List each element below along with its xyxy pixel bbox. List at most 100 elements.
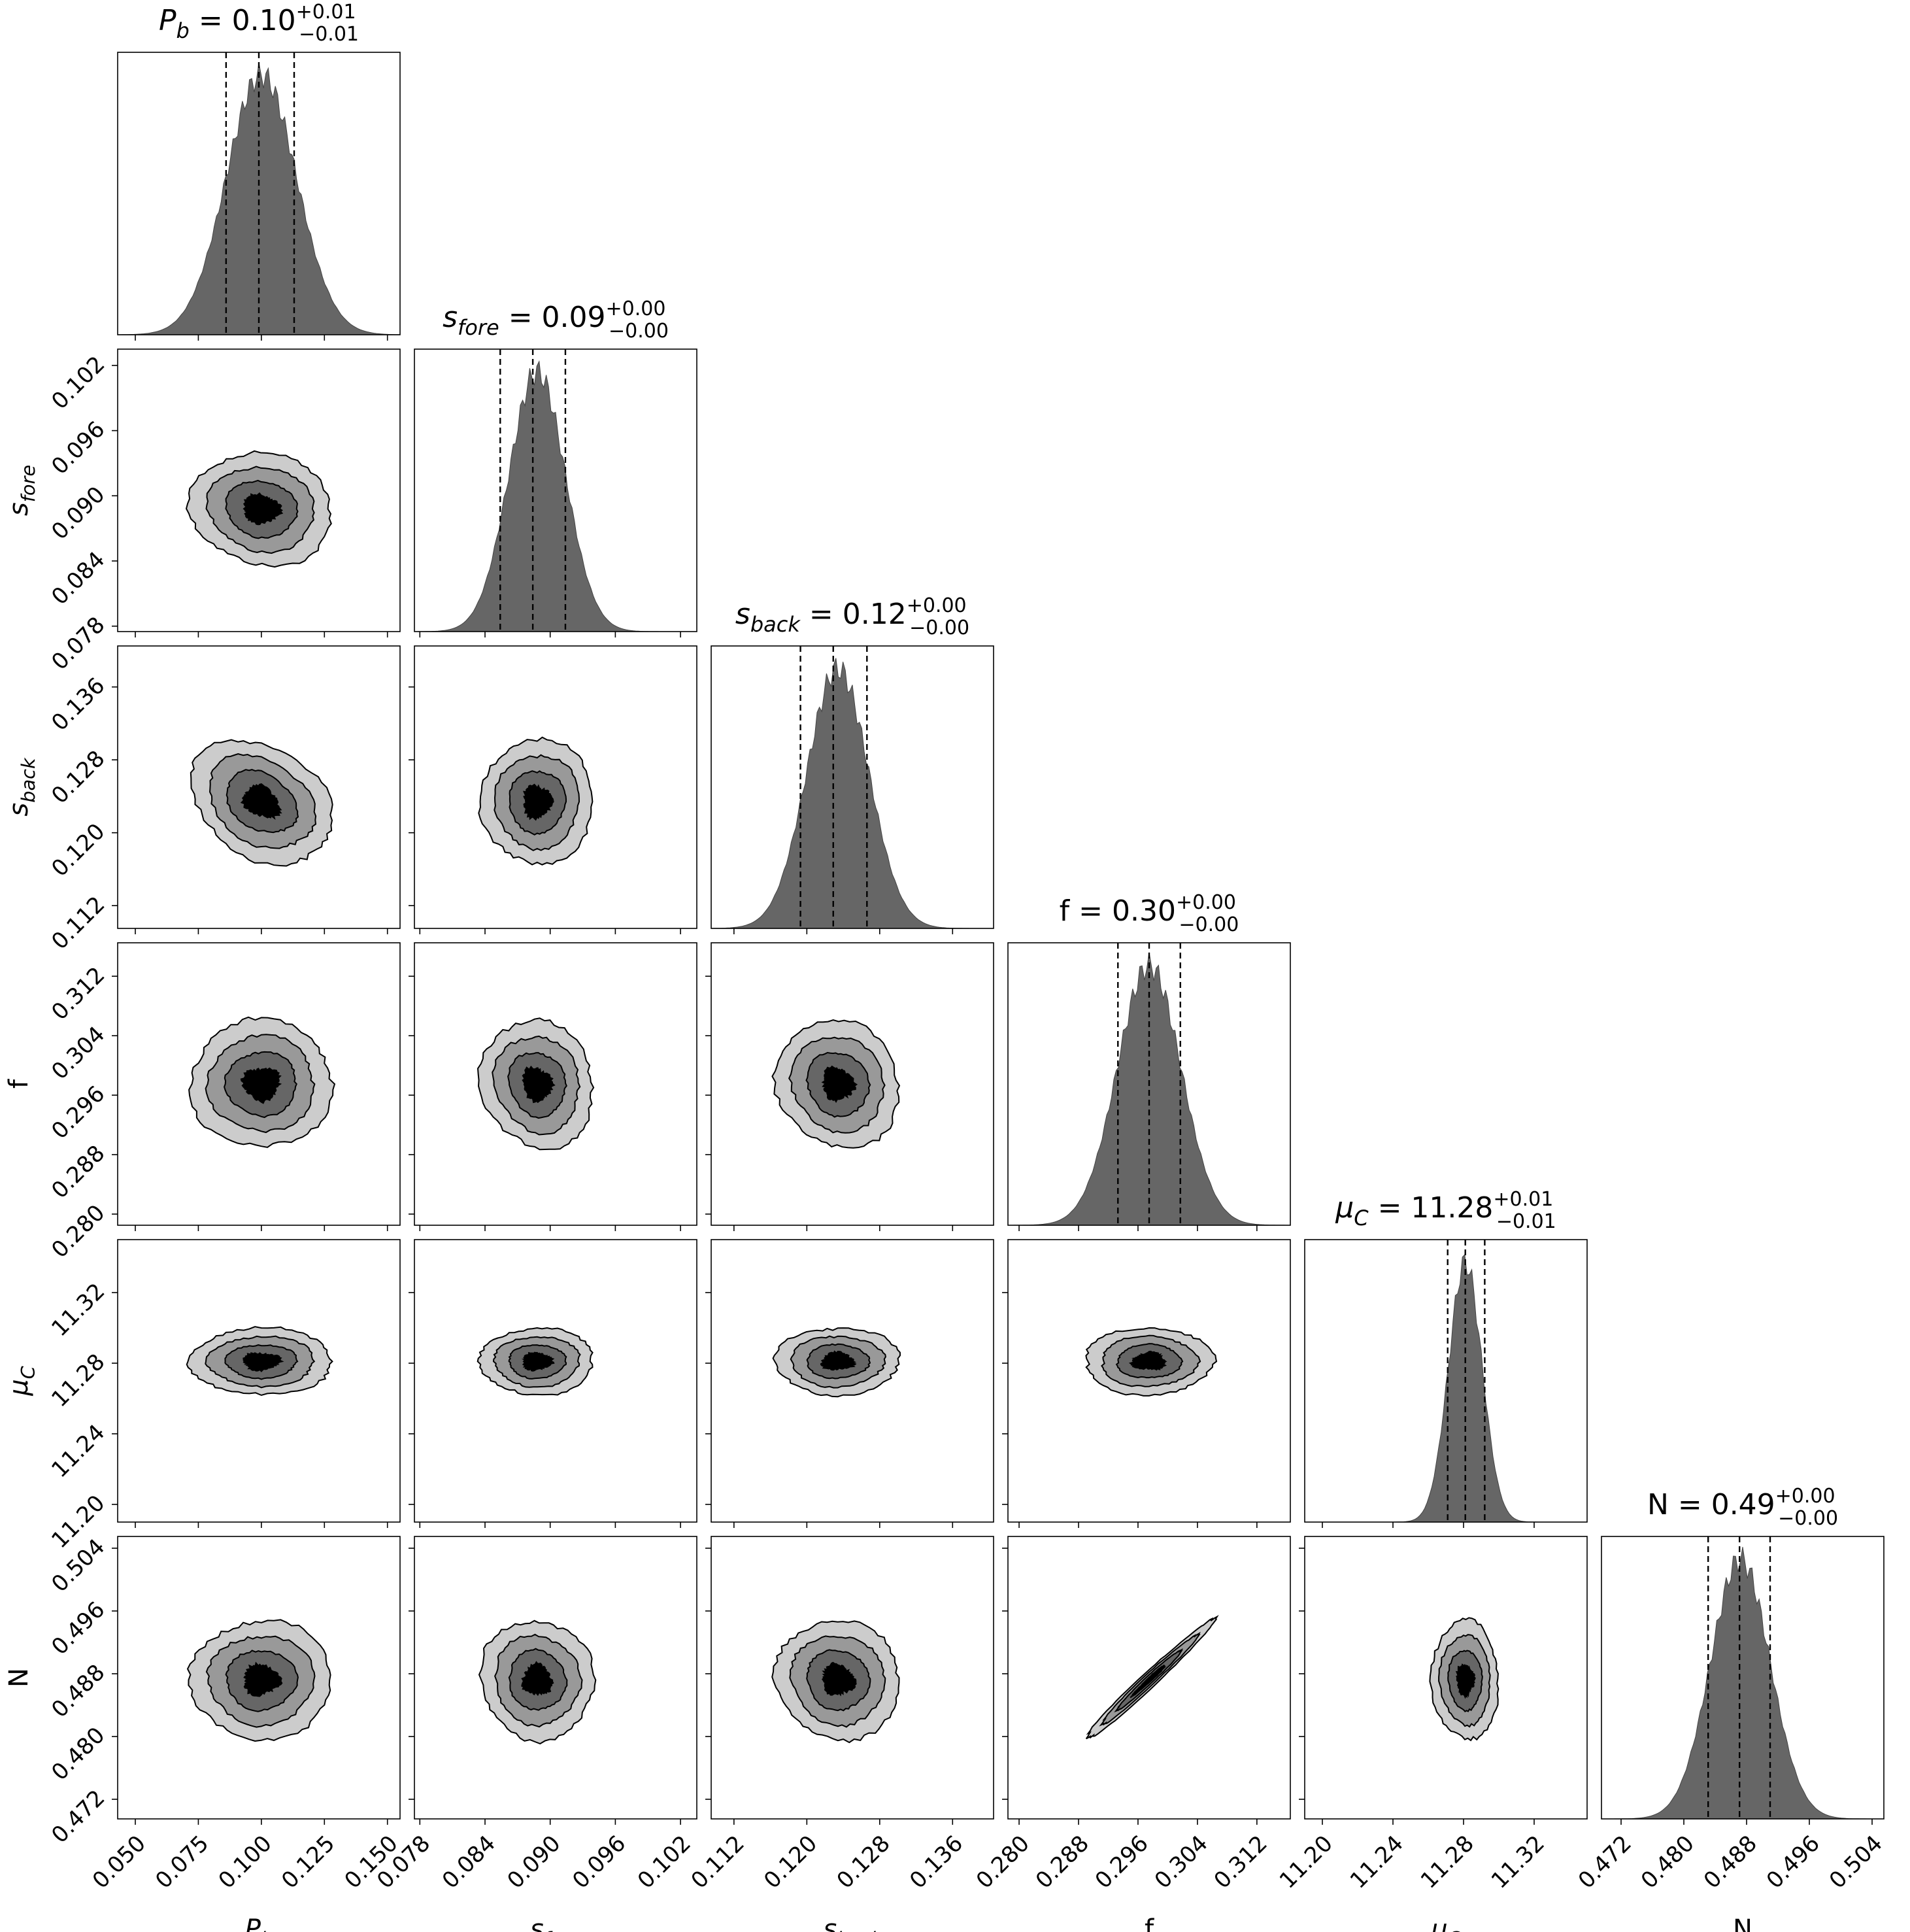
hist-panel-muC: μC = 11.28+0.01 −0.01 <box>1304 1188 1588 1528</box>
y-tick-label: 0.096 <box>46 416 110 480</box>
x-axis-label-Pb: Pb <box>245 1914 273 1932</box>
histogram-Pb <box>117 62 401 335</box>
contour-panel-muC-vs-sback <box>705 1239 994 1528</box>
contour-level-1 <box>522 1065 556 1104</box>
panel-title-Pb: Pb = 0.10+0.01 −0.01 <box>159 1 359 46</box>
x-axis-label-f: f <box>1145 1914 1154 1932</box>
x-tick-label: 0.112 <box>686 1831 750 1894</box>
panel-frame <box>117 645 401 929</box>
y-tick-label: 0.304 <box>46 1021 110 1085</box>
y-axis-label-N: N <box>4 1668 34 1687</box>
contour-panel-f-vs-sfore <box>409 942 697 1231</box>
x-tick-label: 0.090 <box>502 1831 565 1894</box>
y-tick-label: 0.102 <box>46 351 110 415</box>
x-tick-label: 0.050 <box>88 1831 151 1894</box>
panel-title-muC: μC = 11.28+0.01 −0.01 <box>1335 1188 1556 1233</box>
x-tick-label: 0.280 <box>971 1831 1035 1894</box>
histogram-sback <box>711 658 994 929</box>
panel-frame <box>117 348 401 632</box>
panel-frame <box>711 1536 994 1820</box>
y-tick-label: 0.280 <box>46 1200 110 1263</box>
x-tick-label: 0.480 <box>1636 1831 1700 1894</box>
x-tick-label: 0.120 <box>759 1831 822 1894</box>
histogram-N <box>1601 1547 1884 1820</box>
y-tick-label: 0.090 <box>46 481 110 545</box>
contour-panel-muC-vs-sfore <box>409 1239 697 1528</box>
panel-frame <box>414 348 697 632</box>
x-tick-label: 0.125 <box>276 1831 340 1894</box>
contour-level-1 <box>521 1351 555 1372</box>
y-tick-label: 0.112 <box>46 891 110 955</box>
contour-level-1 <box>1130 1664 1167 1699</box>
x-tick-label: 0.504 <box>1824 1831 1888 1894</box>
histogram-sfore <box>414 360 697 632</box>
panel-title-sfore: sfore = 0.09+0.00 −0.00 <box>443 297 669 343</box>
x-tick-label: 0.102 <box>633 1831 696 1894</box>
y-tick-label: 0.078 <box>46 612 110 675</box>
panel-frame <box>711 645 994 929</box>
panel-frame <box>117 1239 401 1523</box>
y-tick-label: 0.312 <box>46 962 110 1025</box>
contour-level-1 <box>821 1065 858 1103</box>
panel-frame <box>1304 1536 1588 1820</box>
contour-panel-muC-vs-f <box>1002 1239 1291 1528</box>
x-tick-label: 0.496 <box>1762 1831 1825 1894</box>
y-tick-label: 0.136 <box>46 673 110 736</box>
y-axis-label-sback: sback <box>4 757 39 817</box>
y-axis-label-sfore: sfore <box>4 465 39 516</box>
panel-frame <box>117 52 401 335</box>
hist-panel-sfore: sfore = 0.09+0.00 −0.00 <box>414 297 697 637</box>
panel-frame <box>414 942 697 1226</box>
x-tick-label: 0.312 <box>1209 1831 1273 1894</box>
y-tick-label: 0.296 <box>46 1081 110 1144</box>
x-tick-label: 0.296 <box>1090 1831 1154 1894</box>
contour-panel-N-vs-Pb: 0.0500.0750.1000.1250.150Pb0.4720.4800.4… <box>4 1534 403 1932</box>
contour-level-1 <box>240 783 282 820</box>
contour-level-1 <box>820 1350 857 1371</box>
y-tick-label: 11.24 <box>46 1419 110 1483</box>
panel-frame <box>117 942 401 1226</box>
y-tick-label: 0.084 <box>46 547 110 610</box>
panel-frame <box>1007 1239 1291 1523</box>
x-axis-label-sfore: sfore <box>530 1914 581 1932</box>
x-tick-label: 0.288 <box>1031 1831 1094 1894</box>
panel-title-f: f = 0.30+0.00 −0.00 <box>1060 891 1239 936</box>
y-tick-label: 0.472 <box>46 1785 110 1848</box>
panel-frame <box>711 1239 994 1523</box>
y-tick-label: 0.496 <box>46 1597 110 1660</box>
panel-frame <box>117 1536 401 1820</box>
panel-frame <box>1007 1536 1291 1820</box>
panel-frame <box>414 645 697 929</box>
x-tick-label: 0.488 <box>1699 1831 1762 1894</box>
x-tick-label: 0.472 <box>1573 1831 1637 1894</box>
contour-level-1 <box>243 492 284 526</box>
contour-level-1 <box>822 1661 857 1697</box>
histogram-muC <box>1305 1253 1587 1523</box>
panel-frame <box>1304 1239 1588 1523</box>
contour-level-1 <box>243 1661 283 1697</box>
y-axis-label-f: f <box>4 1079 34 1089</box>
y-tick-label: 0.120 <box>46 819 110 882</box>
y-tick-label: 11.28 <box>46 1349 110 1412</box>
hist-panel-sback: sback = 0.12+0.00 −0.00 <box>711 594 994 934</box>
x-axis-label-muC: μC <box>1430 1914 1461 1932</box>
contour-level-1 <box>521 1661 554 1697</box>
contour-level-1 <box>240 1067 282 1104</box>
hist-panel-Pb: Pb = 0.10+0.01 −0.01 <box>117 1 401 341</box>
x-tick-label: 0.075 <box>150 1831 214 1894</box>
x-tick-label: 11.28 <box>1416 1831 1479 1894</box>
y-tick-label: 0.488 <box>46 1659 110 1723</box>
x-tick-label: 0.100 <box>214 1831 277 1894</box>
x-tick-label: 11.20 <box>1275 1831 1338 1894</box>
contour-level-1 <box>522 783 554 821</box>
contour-level-1 <box>242 1352 284 1372</box>
histogram-f <box>1008 952 1290 1226</box>
contour-panel-sback-vs-sfore <box>409 645 697 934</box>
